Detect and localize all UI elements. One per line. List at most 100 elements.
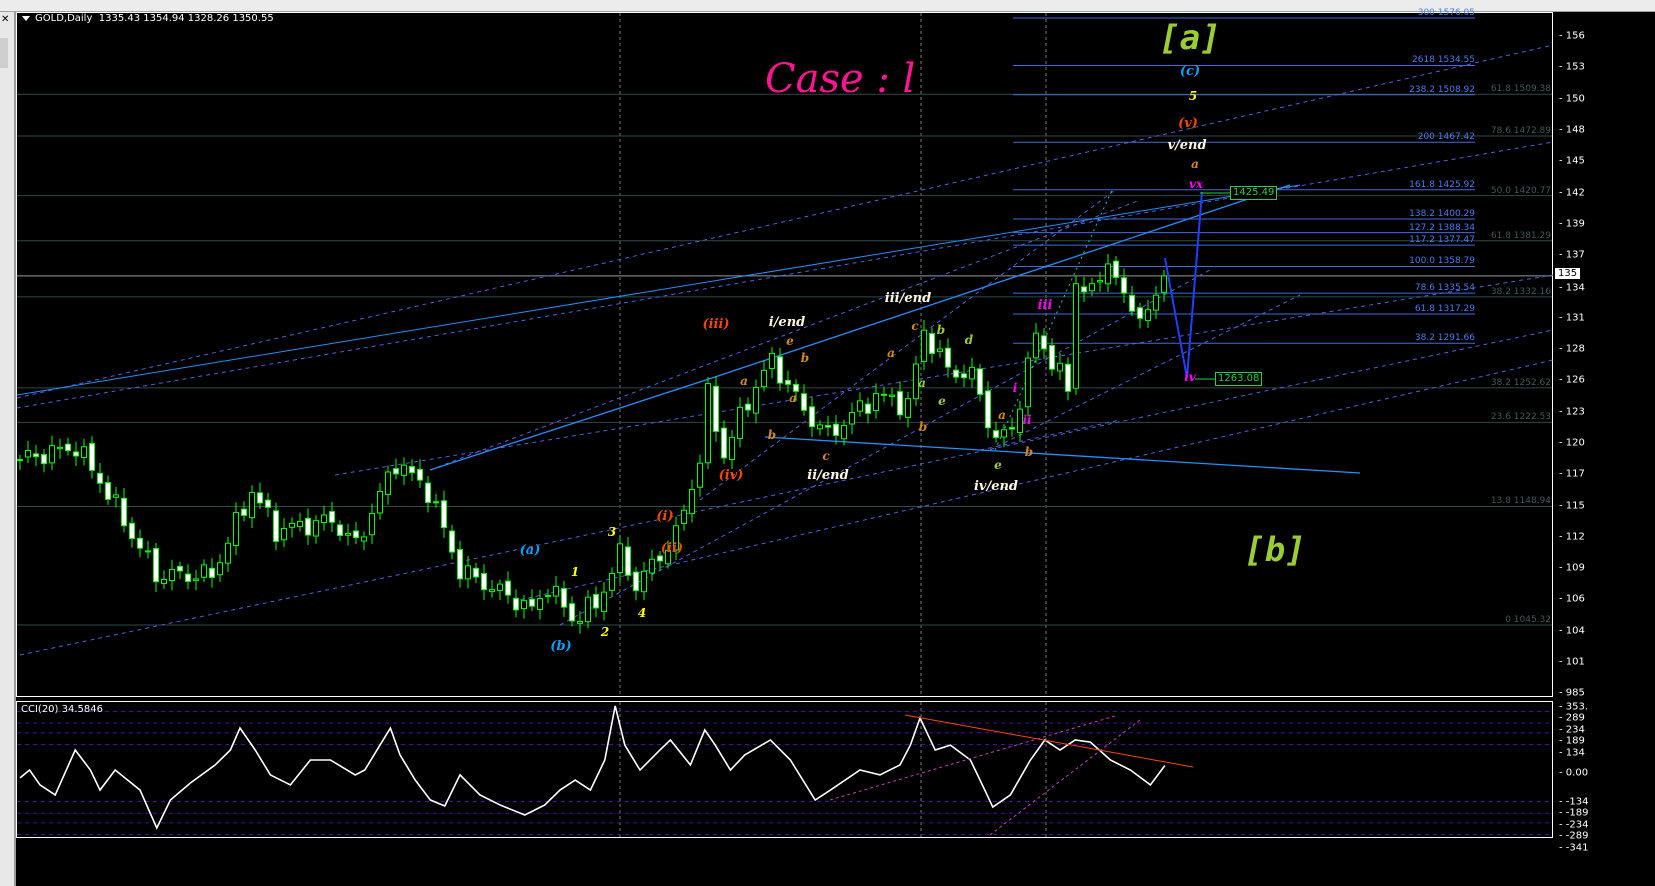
- candle-body: [721, 427, 727, 459]
- wave-label: c: [822, 449, 830, 463]
- candle-body: [641, 570, 647, 593]
- fib-projection-label: 38.2 1291.66: [1414, 333, 1475, 344]
- candle-body: [673, 525, 679, 551]
- candle-body: [1145, 309, 1151, 322]
- candle-body: [1049, 344, 1055, 370]
- candle-body: [793, 383, 799, 392]
- candle-body: [225, 542, 231, 564]
- candle-body: [713, 385, 719, 432]
- candle-body: [1089, 283, 1095, 292]
- candle-body: [769, 352, 775, 369]
- price-axis-label: - 109: [1559, 562, 1585, 574]
- candle-body: [465, 565, 471, 580]
- wave-label: b: [767, 428, 777, 442]
- wave-label: e: [786, 334, 794, 348]
- candle-body: [689, 489, 695, 515]
- wave-label: b: [918, 420, 928, 434]
- fib-retracement-label: 38.2 1332.16: [1490, 286, 1551, 297]
- candle-body: [177, 565, 183, 572]
- fib-projection-label: 100.0 1358.79: [1409, 256, 1475, 267]
- candle-body: [1001, 429, 1007, 438]
- candle-body: [17, 459, 23, 462]
- cci-axis-label: - -134: [1559, 796, 1589, 808]
- candle-body: [649, 558, 655, 574]
- ohlc-values: 1335.43 1354.94 1328.26 1350.55: [98, 13, 274, 24]
- candle-body: [593, 593, 599, 609]
- fib-retracement-label: 13.8 1148.94: [1490, 496, 1551, 507]
- wave-label: iii: [1037, 298, 1053, 313]
- candle-body: [97, 472, 103, 484]
- candle-body: [33, 453, 39, 458]
- candle-body: [201, 564, 207, 578]
- trendline-dashed: [559, 269, 1211, 626]
- candle-body: [753, 387, 759, 414]
- wave-label: c: [911, 319, 919, 333]
- wave-label: iv/end: [973, 479, 1019, 494]
- wave-label: e: [994, 458, 1002, 472]
- wave-label: 1: [570, 565, 580, 579]
- cci-trendline: [989, 719, 1141, 836]
- wave-label: a: [887, 346, 895, 360]
- candle-body: [25, 450, 31, 458]
- wave-label: 5: [1188, 89, 1198, 103]
- wave-label: (v): [1178, 116, 1198, 131]
- candle-body: [1105, 263, 1111, 285]
- dropdown-triangle-icon[interactable]: [22, 15, 30, 21]
- scrollbar[interactable]: [0, 38, 8, 68]
- toolbar: [0, 0, 1655, 12]
- cci-axis-label: - 234: [1559, 724, 1585, 735]
- candle-body: [393, 468, 399, 475]
- candle-body: [601, 591, 607, 612]
- candle-body: [657, 555, 663, 562]
- cci-indicator-window[interactable]: [16, 701, 1553, 838]
- trendline-dashed: [334, 274, 1554, 476]
- price-axis-label: - 117: [1559, 468, 1585, 480]
- candle-body: [737, 406, 743, 440]
- wave-label: (c): [1179, 64, 1201, 79]
- wave-label: a: [789, 391, 797, 405]
- candle-body: [305, 517, 311, 536]
- current-price-label: 135: [1555, 268, 1581, 279]
- fib-projection-label: 238.2 1508.92: [1409, 84, 1475, 95]
- trendline-dashed: [16, 141, 1554, 409]
- candle-body: [809, 406, 815, 428]
- candle-body: [121, 497, 127, 527]
- candle-body: [745, 403, 751, 411]
- candle-body: [913, 363, 919, 400]
- candle-body: [289, 522, 295, 528]
- wave-label: b: [800, 351, 810, 365]
- candle-body: [337, 524, 343, 536]
- candle-body: [161, 579, 167, 585]
- fib-projection-label: 138.2 1400.29: [1409, 209, 1475, 220]
- close-icon[interactable]: ✕: [1, 14, 10, 25]
- wave-label: a: [918, 376, 926, 390]
- cci-axis-label: - -289: [1559, 830, 1589, 842]
- cci-axis-label: - 189: [1559, 735, 1585, 747]
- candle-body: [49, 445, 55, 464]
- candle-body: [129, 522, 135, 539]
- candle-body: [577, 620, 583, 624]
- chart-title: GOLD,Daily 1335.43 1354.94 1328.26 1350.…: [22, 13, 274, 25]
- wave-label: (iii): [702, 317, 730, 332]
- price-axis-label: - 115: [1559, 500, 1585, 511]
- candle-body: [153, 547, 159, 583]
- cci-axis-label: - -341: [1559, 842, 1589, 854]
- price-axis-label: - 145: [1559, 155, 1585, 167]
- wave-label: (b): [550, 639, 572, 654]
- candle-body: [105, 482, 111, 500]
- candle-body: [1137, 307, 1143, 319]
- candle-body: [617, 543, 623, 574]
- candle-body: [481, 573, 487, 591]
- candle-body: [961, 373, 967, 379]
- price-axis-label: - 101: [1559, 656, 1585, 668]
- cci-title: CCI(20) 34.5846: [21, 704, 103, 715]
- candle-body: [921, 329, 927, 362]
- candle-body: [817, 424, 823, 430]
- candle-body: [681, 509, 687, 524]
- candle-body: [361, 536, 367, 542]
- price-chart-window[interactable]: [16, 12, 1553, 697]
- candle-body: [985, 390, 991, 429]
- candle-body: [697, 462, 703, 488]
- price-axis-label: - 985: [1559, 687, 1585, 699]
